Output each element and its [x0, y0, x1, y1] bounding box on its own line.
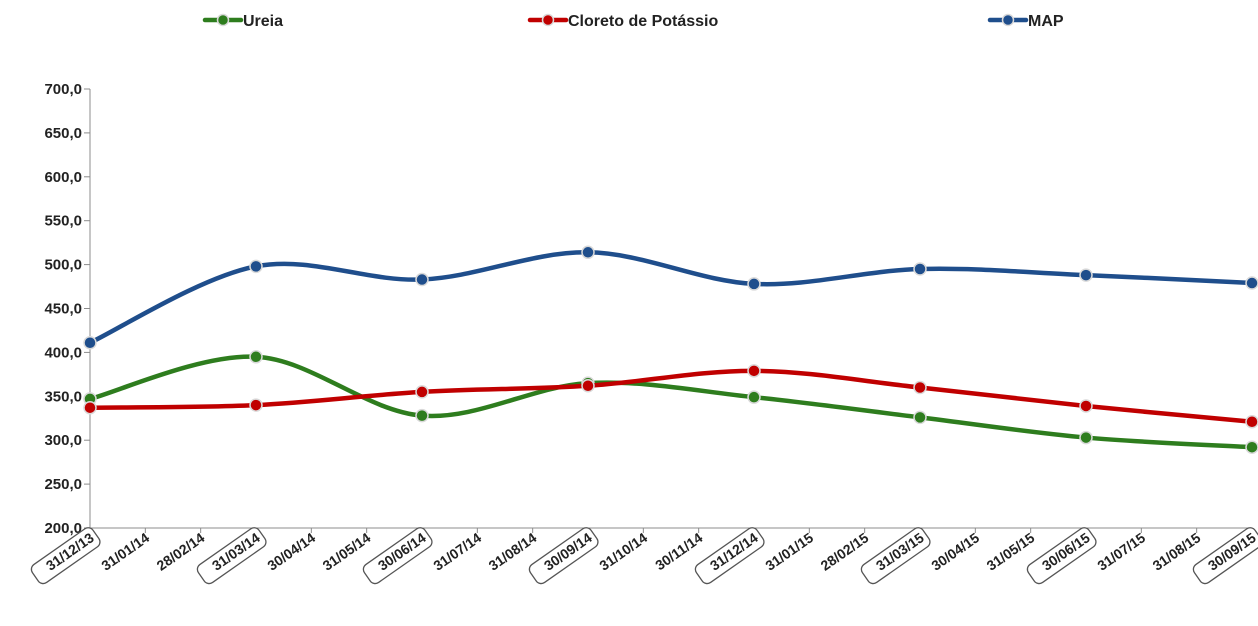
x-tick-label: 31/10/14 [596, 529, 650, 573]
x-tick: 31/07/15 [1094, 529, 1148, 573]
y-tick-label: 350,0 [44, 388, 82, 405]
x-tick-box [362, 527, 433, 585]
x-tick: 30/04/15 [928, 529, 982, 573]
y-tick-label: 400,0 [44, 344, 82, 361]
series-line-cloreto-de-pot-ssio [87, 368, 1255, 425]
x-tick-boxed: 31/12/14 [694, 527, 765, 585]
chart-legend: Ureia Cloreto de Potássio MAP [202, 13, 1064, 30]
data-point-cloreto-de-pot-ssio [913, 380, 927, 395]
x-tick: 31/10/14 [596, 529, 650, 573]
x-tick: 30/04/14 [264, 529, 318, 573]
data-point-ureia [913, 410, 927, 425]
legend-label: MAP [1028, 13, 1064, 30]
data-point-map [83, 335, 97, 350]
legend-marker [216, 13, 230, 27]
data-point-cloreto-de-pot-ssio [581, 379, 595, 393]
x-tick-boxed: 30/06/14 [362, 527, 433, 585]
y-tick-label: 450,0 [44, 301, 82, 318]
x-tick-label: 30/04/15 [928, 529, 982, 573]
x-tick: 31/01/14 [98, 529, 152, 573]
x-tick-boxed: 31/03/15 [860, 527, 931, 585]
legend-item-map: MAP [987, 13, 1064, 30]
x-tick-label: 31/07/15 [1094, 529, 1148, 573]
series-line-map [87, 250, 1255, 345]
y-tick-label: 500,0 [44, 257, 82, 274]
series-group [83, 245, 1258, 454]
y-tick-label: 550,0 [44, 213, 82, 230]
x-axis: 31/12/13 31/01/14 28/02/14 31/03/14 30/04/14… [30, 527, 1258, 585]
x-tick-box [30, 527, 101, 585]
y-tick-label: 200,0 [44, 520, 82, 537]
series-line-ureia [87, 354, 1255, 450]
data-point-ureia [1079, 430, 1093, 445]
legend-item-cloreto-de-pot-ssio: Cloreto de Potássio [527, 13, 718, 30]
legend-marker [1001, 13, 1015, 27]
data-point-cloreto-de-pot-ssio [415, 385, 429, 399]
x-tick-label: 31/07/14 [430, 529, 484, 573]
legend-label: Ureia [243, 13, 283, 30]
x-tick-boxed: 30/06/15 [1026, 527, 1097, 585]
data-point-map [249, 259, 263, 274]
data-point-map [1245, 276, 1258, 290]
x-tick-label: 31/01/14 [98, 529, 152, 573]
legend-marker [541, 13, 555, 27]
x-tick-label: 31/01/15 [762, 529, 816, 573]
data-point-ureia [415, 408, 429, 423]
y-tick-label: 250,0 [44, 476, 82, 493]
x-tick-box [196, 527, 267, 585]
data-point-map [415, 272, 429, 287]
data-point-cloreto-de-pot-ssio [83, 400, 97, 415]
x-tick-boxed: 31/03/14 [196, 527, 267, 585]
legend-item-ureia: Ureia [202, 13, 283, 30]
y-tick-label: 300,0 [44, 432, 82, 449]
data-point-map [1079, 268, 1093, 282]
data-point-cloreto-de-pot-ssio [1245, 415, 1258, 429]
data-point-ureia [1245, 440, 1258, 454]
x-tick-box [694, 527, 765, 585]
x-tick-boxed: 30/09/14 [528, 527, 599, 585]
x-tick-box [1026, 527, 1097, 585]
data-point-ureia [747, 390, 761, 404]
x-tick-boxed: 30/09/15 [1192, 527, 1258, 585]
x-tick-box [860, 527, 931, 585]
data-point-map [747, 277, 761, 291]
y-tick-label: 700,0 [44, 81, 82, 98]
x-tick: 31/07/14 [430, 529, 484, 573]
x-tick: 31/01/15 [762, 529, 816, 573]
data-point-cloreto-de-pot-ssio [249, 398, 263, 412]
x-tick-box [528, 527, 599, 585]
legend-label: Cloreto de Potássio [568, 13, 718, 30]
y-tick-label: 650,0 [44, 125, 82, 142]
y-tick-label: 600,0 [44, 169, 82, 186]
data-point-cloreto-de-pot-ssio [1079, 399, 1093, 413]
y-axis: 200,0 250,0 300,0 350,0 400,0 450,0 500,0 550,0… [44, 81, 91, 537]
x-tick-label: 30/04/14 [264, 529, 318, 573]
data-point-cloreto-de-pot-ssio [747, 364, 761, 378]
data-point-map [913, 262, 927, 276]
data-point-ureia [249, 350, 263, 364]
data-point-map [581, 245, 595, 260]
